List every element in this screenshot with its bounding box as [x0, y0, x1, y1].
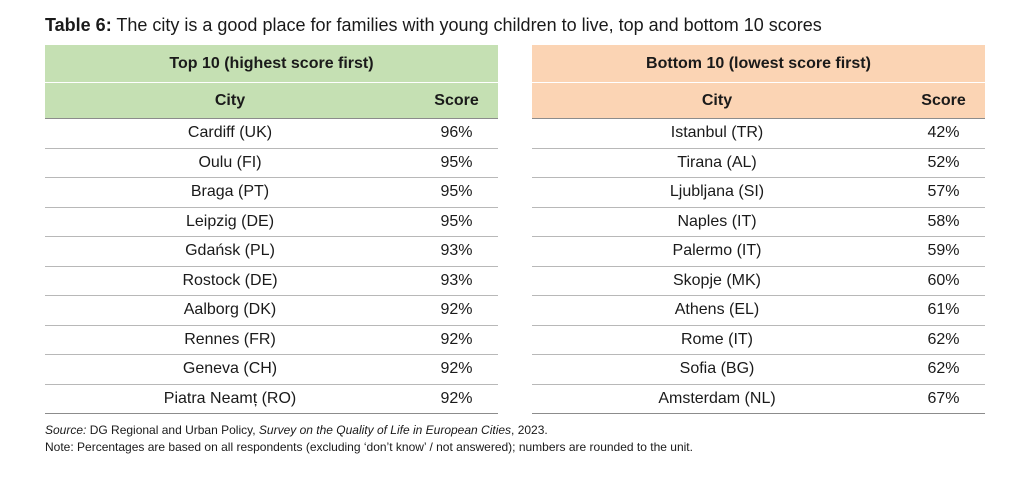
table-number: Table 6: [45, 15, 112, 35]
source-label: Source: [45, 423, 87, 437]
city-column-header: City [532, 82, 902, 119]
city-cell: Geneva (CH) [45, 354, 415, 385]
table-row: Athens (EL) 61% [532, 295, 985, 326]
table-row: Rennes (FR) 92% [45, 325, 498, 355]
score-column-header: Score [415, 82, 498, 119]
city-cell: Cardiff (UK) [45, 118, 415, 149]
score-cell: 92% [415, 325, 498, 355]
table-row: Aalborg (DK) 92% [45, 295, 498, 326]
table-row: Rome (IT) 62% [532, 325, 985, 355]
city-cell: Sofia (BG) [532, 354, 902, 385]
score-cell: 92% [415, 354, 498, 385]
score-cell: 67% [902, 384, 985, 414]
table-row: Ljubljana (SI) 57% [532, 177, 985, 208]
table-title: Table 6: The city is a good place for fa… [45, 13, 822, 37]
score-cell: 52% [902, 148, 985, 178]
table-row: Tirana (AL) 52% [532, 148, 985, 178]
table-row: Naples (IT) 58% [532, 207, 985, 237]
table-row: Leipzig (DE) 95% [45, 207, 498, 237]
city-cell: Ljubljana (SI) [532, 177, 902, 208]
score-cell: 61% [902, 295, 985, 326]
city-cell: Palermo (IT) [532, 236, 902, 267]
table-row: Istanbul (TR) 42% [532, 118, 985, 149]
score-cell: 62% [902, 325, 985, 355]
score-cell: 93% [415, 266, 498, 296]
table-row: Gdańsk (PL) 93% [45, 236, 498, 267]
city-cell: Aalborg (DK) [45, 295, 415, 326]
city-cell: Amsterdam (NL) [532, 384, 902, 414]
city-cell: Tirana (AL) [532, 148, 902, 178]
score-cell: 95% [415, 177, 498, 208]
city-cell: Rostock (DE) [45, 266, 415, 296]
top-10-heading: Top 10 (highest score first) [45, 45, 498, 83]
source-notes: Source: DG Regional and Urban Policy, Su… [45, 422, 693, 456]
city-cell: Athens (EL) [532, 295, 902, 326]
city-cell: Naples (IT) [532, 207, 902, 237]
city-cell: Piatra Neamț (RO) [45, 384, 415, 414]
note-line: Note: Percentages are based on all respo… [45, 440, 693, 454]
source-line: Source: DG Regional and Urban Policy, Su… [45, 422, 693, 439]
survey-name: Survey on the Quality of Life in Europea… [258, 423, 512, 437]
bottom-10-body: Istanbul (TR) 42% Tirana (AL) 52% Ljubljana … [532, 118, 985, 414]
table-row: Piatra Neamț (RO) 92% [45, 384, 498, 414]
top-10-table: Top 10 (highest score first) City Score … [45, 45, 498, 414]
city-cell: Gdańsk (PL) [45, 236, 415, 267]
table-row: Palermo (IT) 59% [532, 236, 985, 267]
score-cell: 42% [902, 118, 985, 149]
table-row: Rostock (DE) 93% [45, 266, 498, 296]
table-caption: The city is a good place for families wi… [111, 15, 822, 35]
table-row: Oulu (FI) 95% [45, 148, 498, 178]
source-text: DG Regional and Urban Policy, [86, 423, 259, 437]
city-cell: Rome (IT) [532, 325, 902, 355]
table-row: Amsterdam (NL) 67% [532, 384, 985, 414]
score-cell: 92% [415, 295, 498, 326]
score-cell: 59% [902, 236, 985, 267]
score-cell: 93% [415, 236, 498, 267]
score-cell: 60% [902, 266, 985, 296]
table-row: Braga (PT) 95% [45, 177, 498, 208]
bottom-10-heading: Bottom 10 (lowest score first) [532, 45, 985, 83]
city-cell: Leipzig (DE) [45, 207, 415, 237]
table-row: Sofia (BG) 62% [532, 354, 985, 385]
score-cell: 92% [415, 384, 498, 414]
table-row: Cardiff (UK) 96% [45, 118, 498, 149]
source-year: , 2023. [511, 423, 548, 437]
city-cell: Skopje (MK) [532, 266, 902, 296]
score-cell: 95% [415, 148, 498, 178]
city-column-header: City [45, 82, 415, 119]
score-cell: 96% [415, 118, 498, 149]
city-cell: Oulu (FI) [45, 148, 415, 178]
score-column-header: Score [902, 82, 985, 119]
score-cell: 95% [415, 207, 498, 237]
bottom-10-table: Bottom 10 (lowest score first) City Scor… [532, 45, 985, 414]
score-cell: 58% [902, 207, 985, 237]
city-cell: Istanbul (TR) [532, 118, 902, 149]
table-row: Skopje (MK) 60% [532, 266, 985, 296]
table-row: Geneva (CH) 92% [45, 354, 498, 385]
city-cell: Rennes (FR) [45, 325, 415, 355]
score-cell: 57% [902, 177, 985, 208]
score-cell: 62% [902, 354, 985, 385]
top-10-body: Cardiff (UK) 96% Oulu (FI) 95% Braga (PT) 95%… [45, 118, 498, 414]
city-cell: Braga (PT) [45, 177, 415, 208]
